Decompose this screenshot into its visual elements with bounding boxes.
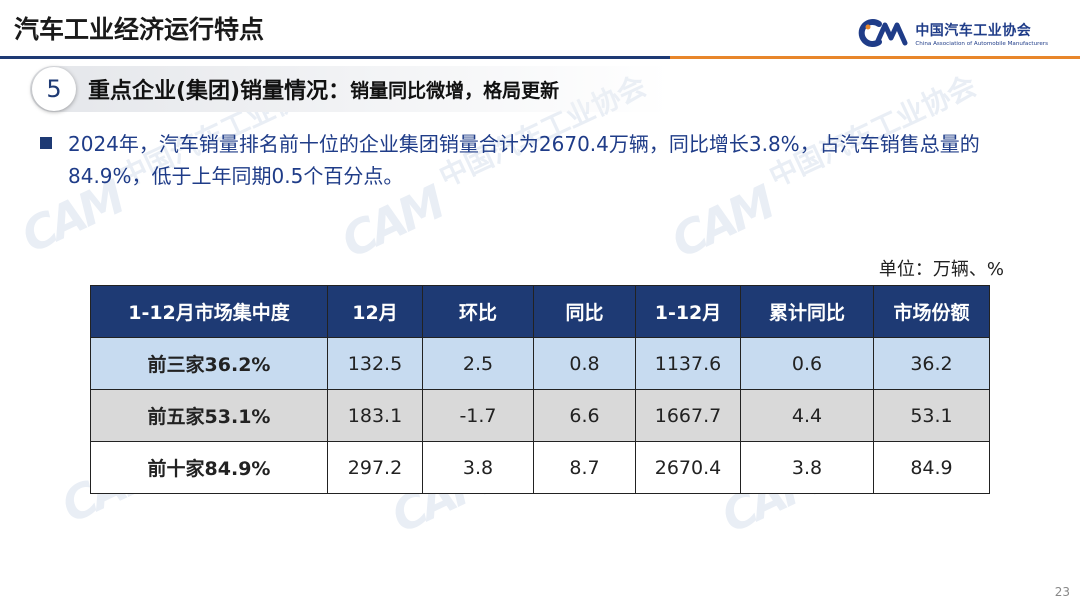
table-cell: 1667.7 (635, 389, 741, 442)
table-cell: 2.5 (422, 337, 534, 390)
table-cell: 132.5 (327, 337, 423, 390)
square-bullet-icon (40, 137, 52, 149)
column-header: 12月 (327, 285, 423, 338)
summary-bullet: 2024年，汽车销量排名前十位的企业集团销量合计为2670.4万辆，同比增长3.… (40, 128, 1050, 192)
table-cell: 8.7 (533, 441, 636, 494)
caam-logo-icon (859, 19, 908, 47)
table-cell: 0.6 (740, 337, 874, 390)
row-label: 前十家84.9% (90, 441, 328, 494)
brand-name-en: China Association of Automobile Manufact… (915, 40, 1048, 47)
summary-text: 2024年，汽车销量排名前十位的企业集团销量合计为2670.4万辆，同比增长3.… (68, 132, 980, 188)
table-cell: 3.8 (422, 441, 534, 494)
page-number: 23 (1054, 585, 1070, 599)
section-title: 重点企业(集团)销量情况： (88, 79, 351, 104)
table-cell: 6.6 (533, 389, 636, 442)
table-cell: 53.1 (873, 389, 990, 442)
table-cell: 297.2 (327, 441, 423, 494)
section-number-badge: 5 (32, 67, 76, 111)
header-divider (0, 56, 1080, 59)
table-cell: 183.1 (327, 389, 423, 442)
slide-header: 汽车工业经济运行特点 中国汽车工业协会 China Association of… (0, 0, 1080, 62)
table-row: 前三家36.2% 132.5 2.5 0.8 1137.6 0.6 36.2 (90, 337, 990, 390)
brand: 中国汽车工业协会 China Association of Automobile… (857, 18, 1048, 48)
page-title: 汽车工业经济运行特点 (14, 15, 265, 44)
table-cell: -1.7 (422, 389, 534, 442)
column-header: 1-12月市场集中度 (90, 285, 328, 338)
brand-name-cn: 中国汽车工业协会 (915, 22, 1032, 39)
table-cell: 84.9 (873, 441, 990, 494)
table-header-row: 1-12月市场集中度 12月 环比 同比 1-12月 累计同比 市场份额 (90, 285, 990, 338)
unit-label: 单位：万辆、% (878, 259, 1004, 280)
section-subtitle: 销量同比微增，格局更新 (350, 79, 560, 102)
section-heading: 5 重点企业(集团)销量情况： 销量同比微增，格局更新 (30, 66, 670, 112)
table-cell: 3.8 (740, 441, 874, 494)
row-label: 前五家53.1% (90, 389, 328, 442)
column-header: 市场份额 (873, 285, 990, 338)
table-cell: 2670.4 (635, 441, 741, 494)
column-header: 1-12月 (635, 285, 741, 338)
column-header: 环比 (422, 285, 534, 338)
table-row: 前十家84.9% 297.2 3.8 8.7 2670.4 3.8 84.9 (90, 441, 990, 494)
column-header: 累计同比 (740, 285, 874, 338)
table-cell: 4.4 (740, 389, 874, 442)
table-row: 前五家53.1% 183.1 -1.7 6.6 1667.7 4.4 53.1 (90, 389, 990, 442)
table-cell: 36.2 (873, 337, 990, 390)
table-cell: 1137.6 (635, 337, 741, 390)
row-label: 前三家36.2% (90, 337, 328, 390)
column-header: 同比 (533, 285, 636, 338)
concentration-table: 1-12月市场集中度 12月 环比 同比 1-12月 累计同比 市场份额 前三家… (90, 285, 990, 494)
table-cell: 0.8 (533, 337, 636, 390)
